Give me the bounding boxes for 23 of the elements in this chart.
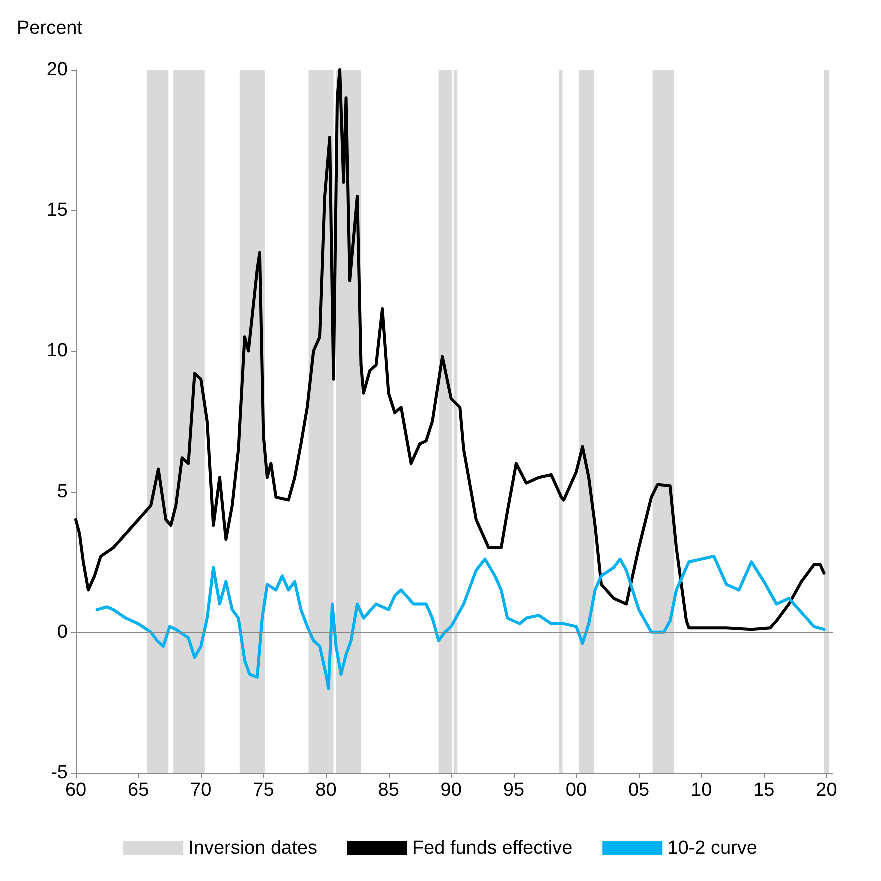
y-tick-label: 5 — [57, 481, 68, 502]
y-tick-label: 10 — [46, 340, 68, 362]
y-tick-label: 15 — [46, 200, 68, 222]
x-tick-label: 90 — [440, 780, 462, 801]
legend-label: Fed funds effective — [412, 838, 573, 859]
x-tick-label: 95 — [503, 780, 525, 801]
x-tick-label: 70 — [190, 780, 212, 801]
x-tick-label: 20 — [816, 780, 838, 801]
legend-label: Inversion dates — [188, 838, 318, 859]
y-tick-label: 0 — [57, 622, 68, 643]
y-tick-label: 20 — [46, 60, 68, 80]
x-tick-label: 80 — [316, 780, 337, 801]
y-axis-title: Percent — [17, 18, 84, 39]
legend-label: 10-2 curve — [668, 838, 758, 859]
x-tick-label: 85 — [378, 780, 400, 801]
x-tick-label: 05 — [628, 780, 650, 801]
x-tick-label: 75 — [253, 780, 274, 801]
x-tick-label: 10 — [691, 780, 712, 801]
y-tick-label: -5 — [51, 762, 68, 784]
x-tick-label: 65 — [128, 780, 150, 801]
x-tick-label: 00 — [566, 780, 588, 801]
x-tick-label: 15 — [754, 780, 775, 801]
x-tick-label: 60 — [65, 780, 87, 801]
